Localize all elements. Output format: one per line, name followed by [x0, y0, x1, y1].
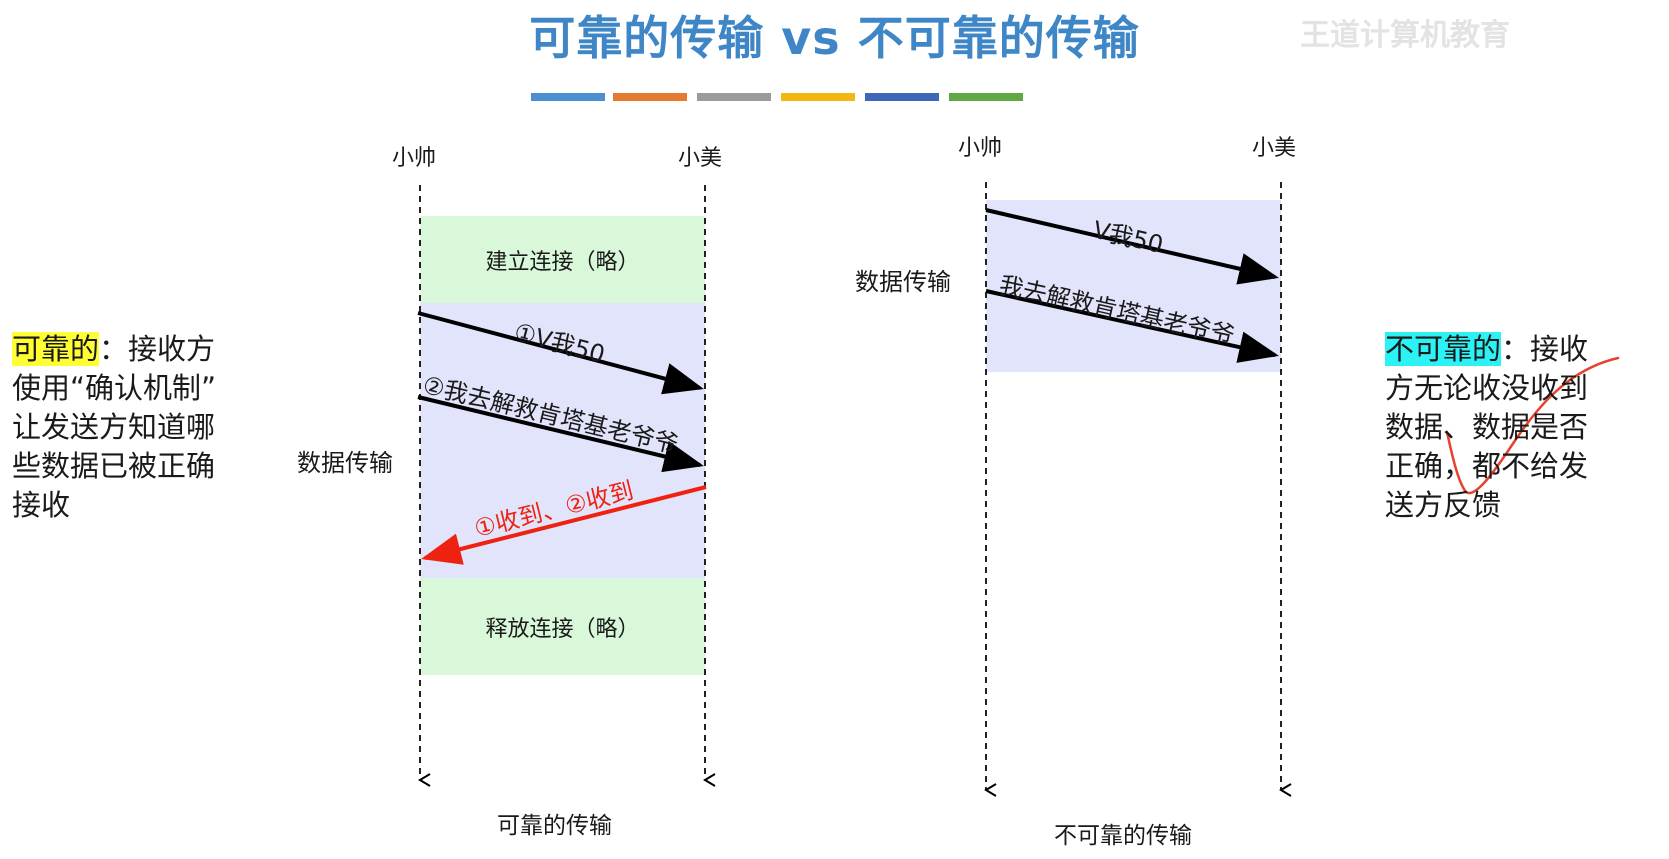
unreliable-caption: 不可靠的传输 — [1054, 823, 1192, 849]
unreliable-term-colon: ： — [1501, 332, 1531, 366]
check-mark-annotation — [1445, 356, 1620, 495]
color-bar-segment-4 — [781, 93, 855, 101]
unreliable-msg2-arrow — [985, 289, 1279, 363]
reliable-data-label: 数据传输 — [297, 449, 393, 477]
unreliable-receiver-label: 小美 — [1252, 136, 1297, 161]
setup-phase-box — [420, 216, 705, 303]
reliable-term: 可靠的 — [12, 332, 100, 366]
color-bar-segment-1 — [531, 93, 605, 101]
unreliable-msg1-arrow — [985, 208, 1279, 285]
color-bar-segment-2 — [613, 93, 687, 101]
unreliable-line3: 数据、数据是否 — [1385, 410, 1589, 444]
unreliable-term: 不可靠的 — [1385, 332, 1502, 366]
reliable-line1: 接收方 — [128, 332, 216, 366]
unreliable-data-box — [986, 200, 1281, 372]
reliable-line5: 接收 — [12, 488, 71, 522]
reliable-caption: 可靠的传输 — [497, 813, 612, 839]
unreliable-line5: 送方反馈 — [1385, 488, 1502, 522]
color-bar-segment-3 — [697, 93, 771, 101]
reliable-line4: 些数据已被正确 — [12, 449, 216, 483]
reliable-definition: 可靠的：接收方 使用“确认机制” 让发送方知道哪 些数据已被正确 接收 — [12, 330, 272, 525]
ack-arrow — [421, 485, 707, 565]
watermark-logo: 王道计算机教育 — [1300, 18, 1510, 53]
reliable-line2: 使用“确认机制” — [12, 371, 217, 405]
unreliable-definition: 不可靠的：接收 方无论收没收到 数据、数据是否 正确，都不给发 送方反馈 — [1385, 330, 1655, 525]
reliable-receiver-label: 小美 — [678, 146, 723, 171]
release-phase-box — [420, 578, 705, 675]
color-bar-segment-6 — [949, 93, 1023, 101]
setup-phase-label: 建立连接（略） — [485, 249, 640, 275]
reliable-term-colon: ： — [99, 332, 129, 366]
unreliable-sender-label: 小帅 — [958, 136, 1003, 161]
unreliable-data-label: 数据传输 — [855, 268, 951, 296]
unreliable-line2: 方无论收没收到 — [1385, 371, 1589, 405]
color-bar-segment-5 — [865, 93, 939, 101]
msg1-arrow — [417, 311, 704, 395]
unreliable-line4: 正确，都不给发 — [1385, 449, 1589, 483]
unreliable-line1: 接收 — [1530, 332, 1589, 366]
data-phase-box — [420, 303, 705, 578]
release-phase-label: 释放连接（略） — [485, 616, 640, 642]
msg2-arrow — [417, 395, 704, 473]
reliable-sender-label: 小帅 — [392, 146, 437, 171]
page-title: 可靠的传输 vs 不可靠的传输 — [529, 11, 1140, 65]
reliable-line3: 让发送方知道哪 — [12, 410, 216, 444]
